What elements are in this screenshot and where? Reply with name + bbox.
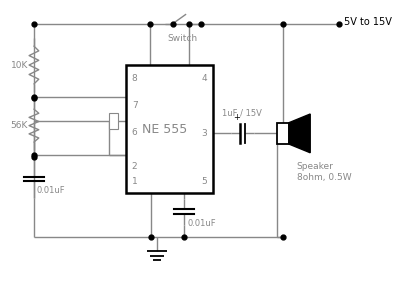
Text: 2: 2 <box>132 162 138 171</box>
Text: 10K: 10K <box>11 61 28 70</box>
Text: Switch: Switch <box>167 33 197 42</box>
Bar <box>126 65 213 194</box>
Text: 56K: 56K <box>11 121 28 130</box>
Text: 8: 8 <box>132 74 138 83</box>
Bar <box>277 123 289 144</box>
Text: +: + <box>234 113 240 122</box>
Text: 5V to 15V: 5V to 15V <box>344 17 392 27</box>
Text: Speaker
8ohm, 0.5W: Speaker 8ohm, 0.5W <box>297 162 351 182</box>
Text: 0.01uF: 0.01uF <box>37 186 66 195</box>
Text: 4: 4 <box>202 74 208 83</box>
Text: 6: 6 <box>132 128 138 137</box>
Text: 0.01uF: 0.01uF <box>187 219 216 228</box>
Text: NE 555: NE 555 <box>142 123 188 136</box>
Text: 1: 1 <box>132 177 138 186</box>
Text: 5: 5 <box>202 177 208 186</box>
Text: 7: 7 <box>132 101 138 110</box>
Polygon shape <box>289 114 310 153</box>
Bar <box>108 113 118 129</box>
Text: 1uF / 15V: 1uF / 15V <box>222 109 262 118</box>
Text: 3: 3 <box>202 129 208 138</box>
